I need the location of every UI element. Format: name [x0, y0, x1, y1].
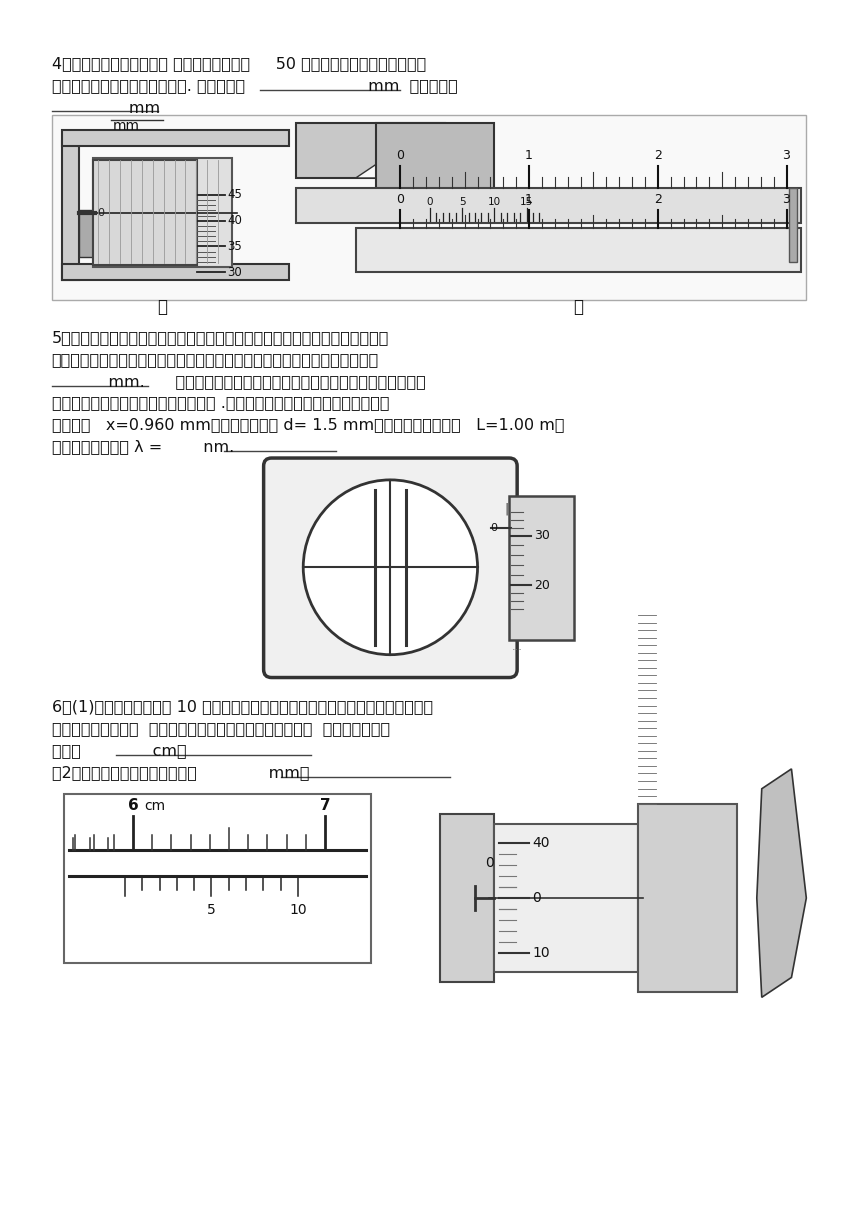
Text: 0: 0: [396, 149, 404, 162]
Text: 3: 3: [783, 149, 790, 162]
Text: 15: 15: [520, 197, 533, 207]
Text: 板的位置，使分划板中心刻线对齐某亮条纹的中心，此时负旋测微器的读数是: 板的位置，使分划板中心刻线对齐某亮条纹的中心，此时负旋测微器的读数是: [52, 352, 379, 367]
Text: 30: 30: [534, 529, 550, 542]
Text: ...: ...: [513, 642, 523, 652]
Text: 则对应的光波波长 λ =        nm.: 则对应的光波波长 λ = nm.: [52, 440, 234, 454]
Text: 乙: 乙: [574, 298, 584, 317]
Text: 10: 10: [532, 945, 550, 960]
Polygon shape: [356, 158, 415, 178]
Bar: [356, 228, 802, 273]
Bar: [638, 804, 737, 993]
Bar: [62, 141, 79, 280]
Text: 0: 0: [485, 856, 494, 870]
Text: mm: mm: [52, 101, 160, 116]
Bar: [297, 123, 445, 178]
FancyBboxPatch shape: [264, 458, 517, 677]
Bar: [789, 188, 797, 262]
Bar: [62, 130, 289, 146]
Text: 20: 20: [534, 579, 550, 592]
Text: 0: 0: [427, 197, 433, 207]
Text: 间的距离   x=0.960 mm，已知双缝间距 d= 1.5 mm，双缝到屏的距离为   L=1.00 m，: 间的距离 x=0.960 mm，已知双缝间距 d= 1.5 mm，双缝到屏的距离…: [52, 418, 564, 432]
Bar: [79, 209, 95, 257]
Bar: [494, 823, 638, 972]
Text: 40: 40: [532, 837, 550, 850]
Text: 35: 35: [227, 240, 242, 253]
Text: 中心位置，由负旋测微器再读出一读数 .若实验测得第一条到第三条亮条纹中心: 中心位置，由负旋测微器再读出一读数 .若实验测得第一条到第三条亮条纹中心: [52, 396, 390, 410]
Text: 有件的情况，请读出它们的读数. 甲：读数为                        mm  乙：读数为: 有件的情况，请读出它们的读数. 甲：读数为 mm 乙：读数为: [52, 78, 458, 93]
Bar: [93, 158, 232, 268]
Text: 5: 5: [207, 903, 216, 917]
Text: 40: 40: [227, 214, 242, 228]
Text: 7: 7: [320, 798, 330, 812]
Text: |: |: [504, 503, 508, 515]
Circle shape: [304, 480, 477, 655]
Text: 10: 10: [289, 903, 307, 917]
Text: 30: 30: [227, 266, 242, 279]
Text: 0: 0: [396, 192, 404, 206]
Text: mm: mm: [114, 119, 140, 134]
Bar: [64, 794, 371, 962]
Text: 0: 0: [532, 892, 541, 905]
Text: 的游标卡尺的读数，  由于遁挡，只能看到游标的后半部分，  图中游标卡尺的: 的游标卡尺的读数， 由于遁挡，只能看到游标的后半部分， 图中游标卡尺的: [52, 721, 390, 736]
Text: mm.      转动手轮，使分划板中心刻线向一侧移动到另一条亮条纹的: mm. 转动手轮，使分划板中心刻线向一侧移动到另一条亮条纹的: [52, 374, 426, 389]
Text: （2）从图中读出金属丝的直径为              mm。: （2）从图中读出金属丝的直径为 mm。: [52, 765, 310, 780]
Text: 4、图甲为用负旋测微器、 图乙为用游标尺上     50 个等分刻度的游标卡尺测量工: 4、图甲为用负旋测微器、 图乙为用游标尺上 50 个等分刻度的游标卡尺测量工: [52, 56, 426, 71]
Text: 读数为              cm；: 读数为 cm；: [52, 743, 187, 758]
Bar: [376, 123, 494, 203]
Text: 2: 2: [654, 192, 661, 206]
Bar: [440, 814, 494, 983]
Text: 0: 0: [490, 523, 497, 532]
Bar: [93, 160, 197, 266]
Text: 5、在「用双缝干涉测光的波长」的实验中；测量头装置如下图所示，调节分划: 5、在「用双缝干涉测光的波长」的实验中；测量头装置如下图所示，调节分划: [52, 330, 389, 345]
Text: cm: cm: [144, 799, 165, 812]
Text: 1: 1: [525, 149, 533, 162]
Text: 3: 3: [783, 192, 790, 206]
Polygon shape: [757, 769, 807, 998]
Text: 甲: 甲: [157, 298, 168, 317]
Text: 2: 2: [654, 149, 661, 162]
Bar: [297, 188, 802, 223]
Text: 0: 0: [97, 208, 104, 218]
Bar: [62, 264, 289, 280]
Text: 10: 10: [488, 197, 501, 207]
Bar: [509, 496, 574, 639]
Text: 6、(1)某同学使用游标为 10 个小等分刻度的游标卡尺测量一物体的尺寸，得到图中: 6、(1)某同学使用游标为 10 个小等分刻度的游标卡尺测量一物体的尺寸，得到图…: [52, 699, 433, 715]
Text: 1: 1: [525, 192, 533, 206]
Text: 45: 45: [227, 189, 242, 201]
Text: 5: 5: [459, 197, 465, 207]
Text: 6: 6: [127, 798, 138, 812]
Bar: [52, 116, 807, 300]
